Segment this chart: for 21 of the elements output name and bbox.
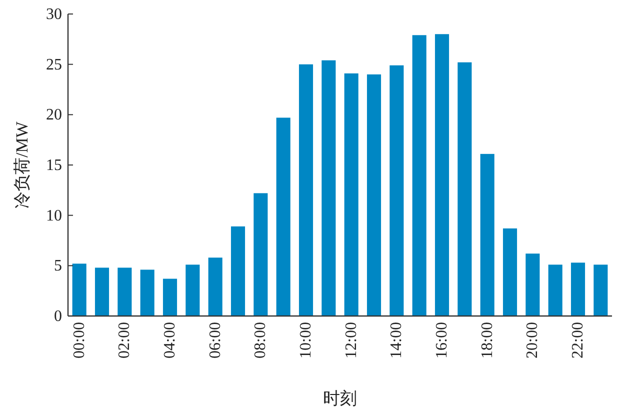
y-tick-label: 0 bbox=[54, 308, 62, 325]
x-tick-label: 12:00 bbox=[342, 322, 360, 358]
x-tick-label: 22:00 bbox=[570, 322, 586, 358]
y-tick-label: 5 bbox=[54, 258, 62, 275]
x-tick-label: 08:00 bbox=[252, 322, 270, 358]
x-tick-label: 02:00 bbox=[116, 322, 134, 358]
y-tick-label: 20 bbox=[46, 106, 62, 124]
x-tick-label: 04:00 bbox=[162, 322, 178, 358]
x-axis-title: 时刻 bbox=[323, 389, 357, 408]
y-tick-label: 30 bbox=[46, 6, 62, 23]
y-tick-label: 10 bbox=[46, 207, 62, 224]
x-tick-label: 14:00 bbox=[388, 322, 406, 358]
x-tick-label: 18:00 bbox=[478, 322, 496, 358]
y-axis-title: 冷负荷/MW bbox=[12, 120, 32, 208]
y-tick-label: 25 bbox=[46, 56, 62, 74]
x-tick-label: 00:00 bbox=[70, 322, 88, 358]
y-tick-label: 15 bbox=[46, 157, 62, 174]
x-tick-label: 10:00 bbox=[298, 322, 314, 358]
x-tick-label: 06:00 bbox=[206, 322, 224, 358]
x-tick-label: 20:00 bbox=[524, 322, 542, 358]
x-tick-label: 16:00 bbox=[434, 322, 450, 358]
